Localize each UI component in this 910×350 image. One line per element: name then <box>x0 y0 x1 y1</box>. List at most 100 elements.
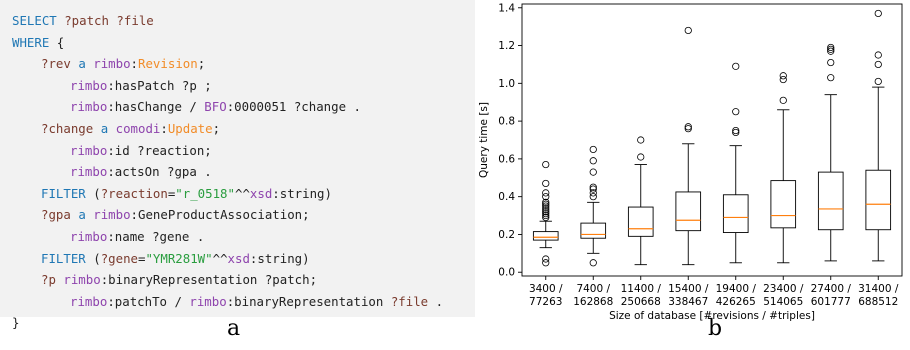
outlier-point <box>779 75 787 84</box>
code-token: rimbo <box>70 228 108 244</box>
boxplot-chart: 0.0 0.2 0.4 0.6 0.8 1.0 1.2 1.4 Query time [s] 34… <box>478 2 903 322</box>
code-line: } <box>12 312 443 334</box>
code-token: ?gene <box>100 250 138 266</box>
code-token: rimbo <box>70 99 108 115</box>
code-token: "YMR281W" <box>145 250 213 266</box>
code-token: { <box>56 34 65 50</box>
x-tick-label: 3400 / <box>529 283 563 295</box>
code-token: ?file <box>390 293 429 309</box>
code-token: ^^ <box>234 185 250 201</box>
code-token: :hasPatch ?p ; <box>107 77 212 93</box>
code-token: ?p <box>41 272 64 288</box>
code-line: rimbo:id ?reaction; <box>12 140 443 162</box>
x-tick-label: 15400 / <box>668 283 709 295</box>
code-token: "r_0518" <box>175 185 235 201</box>
y-tick-label: 1.4 <box>498 2 515 14</box>
code-token: ?gpa <box>41 207 79 223</box>
outlier-point <box>589 183 597 191</box>
code-token: :binaryRepresentation <box>226 293 391 309</box>
outlier-point <box>732 62 740 70</box>
outlier-point <box>732 126 740 135</box>
x-tick-label: 11400 / <box>621 283 662 295</box>
y-tick-label: 1.2 <box>498 40 515 52</box>
y-axis-label: Query time [s] <box>478 102 490 178</box>
outlier-point <box>542 210 550 218</box>
outlier-point <box>542 206 550 214</box>
code-token: = <box>167 185 176 201</box>
code-token: FILTER <box>41 250 94 266</box>
x-tick-label: 77263 <box>529 296 562 308</box>
code-line: rimbo:patchTo / rimbo:binaryRepresentati… <box>12 291 443 313</box>
code-token: ^^ <box>212 250 228 266</box>
box-iqr <box>627 206 654 237</box>
box-iqr <box>817 171 844 231</box>
y-tick-label: 0.2 <box>498 229 515 241</box>
code-token: rimbo <box>93 207 131 223</box>
code-token: a <box>78 56 94 72</box>
code-line: WHERE { <box>12 32 443 54</box>
x-tick-label: 27400 / <box>811 283 852 295</box>
outlier-point <box>542 202 550 210</box>
outlier-point <box>637 136 645 144</box>
outlier-point <box>542 255 550 263</box>
code-token: :0000051 ?change . <box>226 99 361 115</box>
y-tick-label: 0.4 <box>498 191 515 203</box>
outlier-point <box>542 259 550 267</box>
outlier-point <box>589 168 597 176</box>
outlier-point <box>589 185 597 193</box>
code-token: ; <box>197 56 206 72</box>
outlier-point <box>542 208 550 216</box>
x-tick-label: 23400 / <box>763 283 804 295</box>
plot-frame <box>521 3 903 277</box>
code-token: ?patch ?file <box>64 13 154 28</box>
code-token: comodi <box>115 120 161 136</box>
code-token: ( <box>93 250 101 266</box>
outlier-point <box>827 74 835 82</box>
code-token: :name ?gene . <box>107 228 205 244</box>
code-token: ?rev <box>41 56 79 72</box>
outlier-point <box>637 153 645 161</box>
x-tick-label: 162868 <box>573 296 613 308</box>
code-token: Update <box>167 120 213 136</box>
outlier-point <box>732 108 740 116</box>
outlier-point <box>542 179 550 188</box>
code-token: rimbo <box>70 164 108 180</box>
code-token: xsd <box>249 185 273 201</box>
x-tick-label: 250668 <box>621 296 661 308</box>
code-token: :string) <box>272 185 332 201</box>
outlier-point <box>589 193 597 201</box>
code-token: :hasChange / <box>107 99 205 115</box>
code-token: = <box>138 250 146 266</box>
code-token: ( <box>93 185 101 201</box>
code-panel: SELECT ?patch ?file WHERE {?rev a rimbo:R… <box>0 0 475 330</box>
outlier-point <box>874 77 882 86</box>
x-tick-label: 31400 / <box>858 283 899 295</box>
outlier-point <box>874 9 882 18</box>
code-line: FILTER (?gene="YMR281W"^^xsd:string) <box>12 248 443 270</box>
outlier-point <box>542 204 550 212</box>
outlier-point <box>827 47 835 55</box>
code-token: : <box>160 120 168 136</box>
x-axis-label: Size of database [#revisions / #triples] <box>609 310 815 322</box>
code-token: BFO <box>204 99 227 115</box>
outlier-point <box>874 60 882 69</box>
code-line: ?gpa a rimbo:GeneProductAssociation; <box>12 204 443 226</box>
outlier-point <box>684 123 692 131</box>
outlier-point <box>589 259 597 267</box>
code-token: rimbo <box>93 56 131 72</box>
code-token: :GeneProductAssociation; <box>130 207 310 223</box>
code-token: :id ?reaction; <box>107 142 212 158</box>
y-tick-label: 0.8 <box>498 116 515 128</box>
outlier-point <box>542 193 550 201</box>
panel-label-a: a <box>227 316 241 341</box>
box-iqr <box>865 169 892 231</box>
outlier-point <box>874 51 882 59</box>
code-line: FILTER (?reaction="r_0518"^^xsd:string) <box>12 183 443 205</box>
code-token: rimbo <box>70 293 108 309</box>
code-token: xsd <box>227 250 250 266</box>
code-token: } <box>12 315 20 331</box>
outlier-point <box>589 145 597 154</box>
code-token: :string) <box>249 250 310 266</box>
outlier-point <box>542 211 550 220</box>
code-token: FILTER <box>41 185 94 201</box>
